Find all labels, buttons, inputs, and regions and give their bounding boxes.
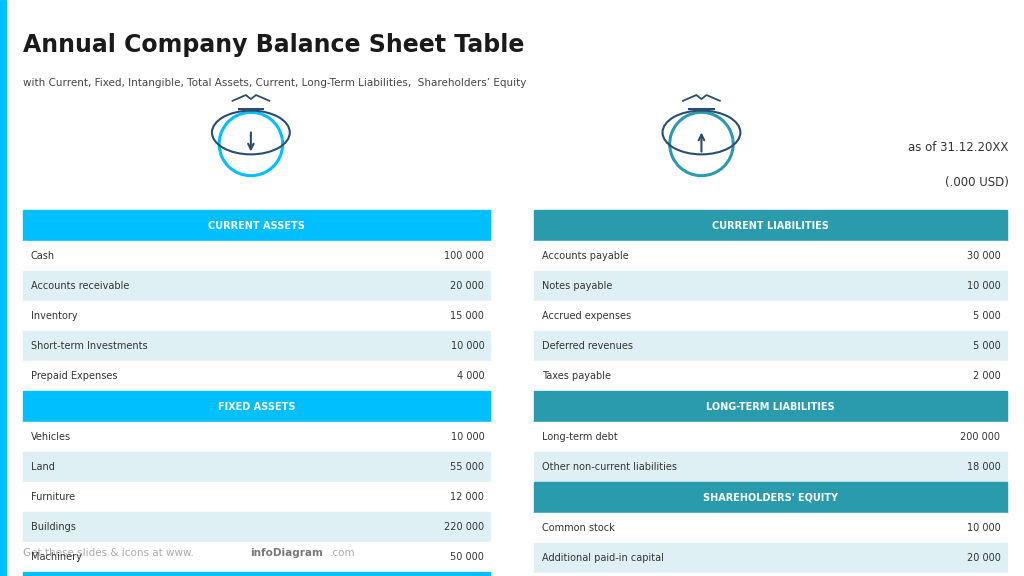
Text: Get these slides & icons at www.: Get these slides & icons at www. (23, 548, 194, 558)
Text: 4 000: 4 000 (457, 371, 484, 381)
Bar (534, 331, 1007, 361)
Bar (534, 422, 1007, 452)
Text: Buildings: Buildings (31, 522, 76, 532)
Bar (534, 361, 1007, 391)
Bar (23, 241, 490, 271)
Text: 10 000: 10 000 (967, 523, 1000, 533)
Bar (23, 572, 490, 576)
Bar (23, 271, 490, 301)
Text: 12 000: 12 000 (451, 492, 484, 502)
Text: FIXED ASSETS: FIXED ASSETS (218, 401, 295, 412)
Bar (534, 241, 1007, 271)
Text: with Current, Fixed, Intangible, Total Assets, Current, Long-Term Liabilities,  : with Current, Fixed, Intangible, Total A… (23, 78, 526, 88)
Text: as of 31.12.20XX: as of 31.12.20XX (908, 141, 1009, 154)
Text: 5 000: 5 000 (973, 341, 1000, 351)
Bar (0, 0, 6, 576)
Text: 2 000: 2 000 (973, 371, 1000, 381)
Text: Land: Land (31, 462, 54, 472)
Bar (23, 361, 490, 391)
Text: infoDiagram: infoDiagram (250, 548, 323, 558)
Text: Inventory: Inventory (31, 311, 78, 321)
Bar (23, 482, 490, 512)
Text: 10 000: 10 000 (451, 432, 484, 442)
Text: Vehicles: Vehicles (31, 432, 71, 442)
Text: (.000 USD): (.000 USD) (945, 176, 1009, 189)
Bar (23, 391, 490, 422)
Text: 10 000: 10 000 (451, 341, 484, 351)
Text: 220 000: 220 000 (444, 522, 484, 532)
Bar (534, 271, 1007, 301)
Text: Furniture: Furniture (31, 492, 75, 502)
Bar (534, 210, 1007, 241)
Bar (23, 210, 490, 241)
Text: 100 000: 100 000 (444, 251, 484, 262)
Bar (23, 422, 490, 452)
Bar (534, 482, 1007, 513)
Text: 55 000: 55 000 (451, 462, 484, 472)
Text: CURRENT ASSETS: CURRENT ASSETS (208, 221, 305, 231)
Text: CURRENT LIABILITIES: CURRENT LIABILITIES (712, 221, 828, 231)
Bar (534, 301, 1007, 331)
Text: SHAREHOLDERS' EQUITY: SHAREHOLDERS' EQUITY (702, 492, 838, 503)
Bar (23, 542, 490, 572)
Bar (534, 513, 1007, 543)
Bar (23, 452, 490, 482)
Text: Prepaid Expenses: Prepaid Expenses (31, 371, 117, 381)
Text: Cash: Cash (31, 251, 55, 262)
Text: 15 000: 15 000 (451, 311, 484, 321)
Text: .com: .com (330, 548, 355, 558)
Text: 10 000: 10 000 (967, 281, 1000, 291)
Bar (23, 331, 490, 361)
Text: Accounts receivable: Accounts receivable (31, 281, 129, 291)
Text: 20 000: 20 000 (967, 553, 1000, 563)
Text: Notes payable: Notes payable (542, 281, 612, 291)
Text: 30 000: 30 000 (967, 251, 1000, 262)
Text: 50 000: 50 000 (451, 552, 484, 562)
Bar (534, 391, 1007, 422)
Text: LONG-TERM LIABILITIES: LONG-TERM LIABILITIES (706, 401, 835, 412)
Text: Short-term Investments: Short-term Investments (31, 341, 147, 351)
Text: 200 000: 200 000 (961, 432, 1000, 442)
Text: Annual Company Balance Sheet Table: Annual Company Balance Sheet Table (23, 33, 524, 58)
Text: Accounts payable: Accounts payable (542, 251, 629, 262)
Bar (534, 452, 1007, 482)
Text: Deferred revenues: Deferred revenues (542, 341, 633, 351)
Text: Common stock: Common stock (542, 523, 614, 533)
Bar (534, 543, 1007, 573)
Text: Additional paid-in capital: Additional paid-in capital (542, 553, 664, 563)
Bar (23, 301, 490, 331)
Text: Taxes payable: Taxes payable (542, 371, 610, 381)
Text: Accrued expenses: Accrued expenses (542, 311, 631, 321)
Text: Other non-current liabilities: Other non-current liabilities (542, 462, 677, 472)
Text: 5 000: 5 000 (973, 311, 1000, 321)
Text: 20 000: 20 000 (451, 281, 484, 291)
Bar (23, 512, 490, 542)
Text: 18 000: 18 000 (967, 462, 1000, 472)
Bar (534, 573, 1007, 576)
Text: Machinery: Machinery (31, 552, 82, 562)
Text: Long-term debt: Long-term debt (542, 432, 617, 442)
